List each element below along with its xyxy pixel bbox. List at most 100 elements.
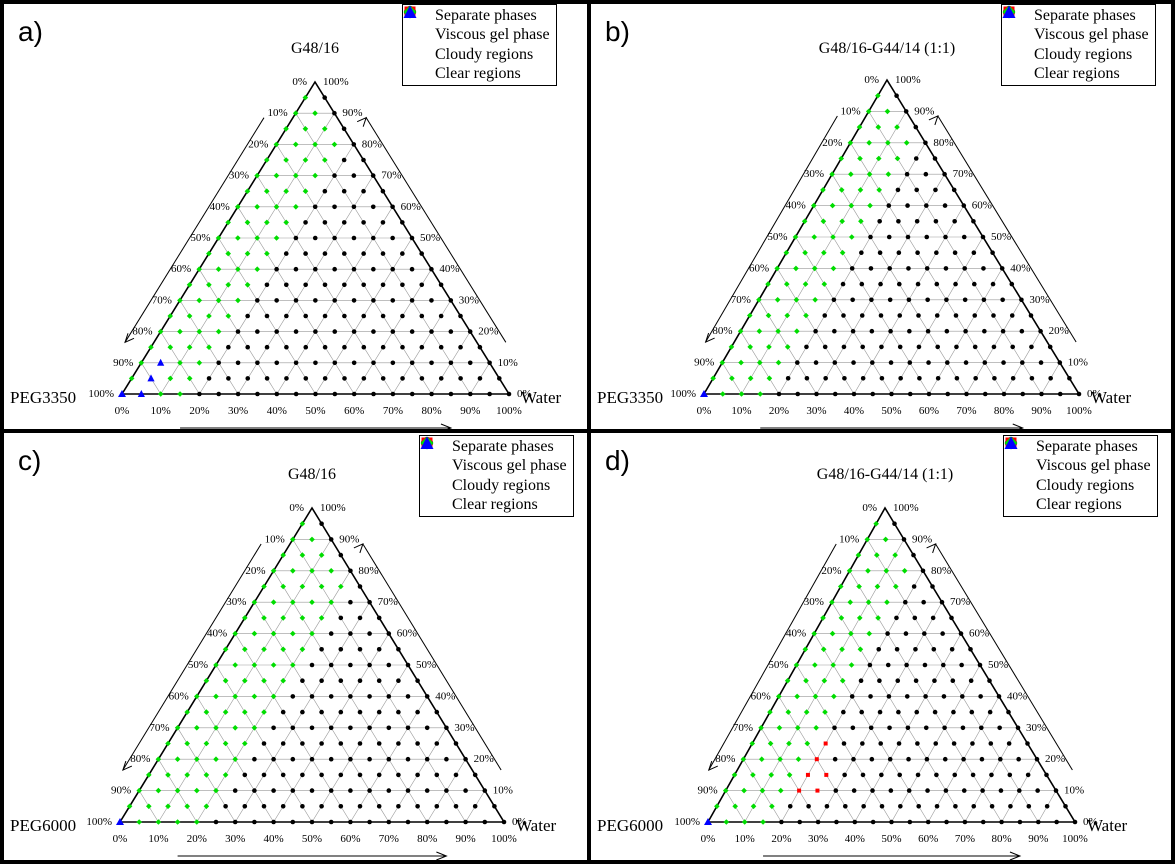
- point-separate: [438, 313, 444, 319]
- point-separate: [386, 662, 392, 668]
- point-separate: [367, 725, 372, 731]
- right-tick-label: 40%: [439, 263, 459, 275]
- panel-d: 0% 100% 0% 10% 90% 10% 20% 80% 20% 30% 70% 30% 40% 60…: [591, 433, 1171, 860]
- point-separate: [813, 360, 819, 365]
- point-separate: [823, 376, 828, 381]
- point-cloudy: [893, 583, 899, 590]
- point-separate: [885, 631, 890, 636]
- point-cloudy: [328, 599, 334, 605]
- point-cloudy: [157, 328, 164, 335]
- bottom-tick-label: 0%: [113, 833, 128, 845]
- point-separate: [322, 282, 328, 288]
- point-cloudy: [769, 803, 775, 810]
- right-arrow-head: [926, 543, 937, 554]
- corner-label-right: Water: [1087, 816, 1128, 835]
- point-separate: [1010, 376, 1016, 381]
- left-tick-label: 70%: [731, 294, 751, 306]
- point-cloudy: [194, 787, 200, 794]
- point-separate: [271, 756, 276, 762]
- left-tick-label: 100%: [670, 388, 696, 400]
- point-separate: [924, 234, 930, 240]
- right-tick-label: 60%: [401, 201, 421, 213]
- point-separate: [925, 788, 930, 793]
- point-separate: [1016, 756, 1021, 762]
- point-separate: [991, 344, 997, 350]
- grid-lines: [725, 539, 1057, 823]
- point-separate: [438, 282, 444, 288]
- point-cloudy: [873, 520, 879, 527]
- point-cloudy: [785, 709, 792, 715]
- point-separate: [429, 266, 434, 272]
- point-cloudy: [280, 646, 286, 653]
- point-separate: [293, 235, 299, 241]
- point-separate: [1038, 328, 1043, 334]
- point-cloudy: [777, 787, 784, 794]
- point-separate: [419, 251, 425, 256]
- point-separate: [804, 376, 810, 381]
- point-cloudy: [203, 740, 210, 747]
- point-cloudy: [864, 536, 871, 543]
- point-separate: [833, 788, 839, 793]
- point-cloudy: [768, 772, 775, 778]
- point-separate: [907, 819, 913, 825]
- point-separate: [961, 788, 967, 793]
- left-tick-label: 0%: [292, 76, 307, 88]
- point-separate: [1036, 819, 1041, 825]
- point-separate: [934, 313, 940, 318]
- point-separate: [376, 615, 382, 621]
- point-separate: [386, 694, 392, 699]
- point-cloudy: [167, 313, 174, 319]
- point-separate: [850, 328, 856, 334]
- left-tick-label: 90%: [694, 357, 714, 369]
- axis-arrows: [122, 543, 502, 860]
- point-separate: [341, 188, 347, 194]
- left-arrow: [708, 543, 837, 771]
- point-separate: [916, 344, 922, 350]
- point-separate: [923, 140, 928, 146]
- point-separate: [953, 804, 958, 809]
- point-separate: [1029, 376, 1035, 381]
- point-separate: [868, 266, 874, 271]
- point-separate: [924, 203, 929, 208]
- point-separate: [905, 203, 910, 208]
- point-separate: [367, 756, 372, 762]
- point-separate: [386, 631, 392, 636]
- point-separate: [982, 360, 988, 365]
- point-cloudy: [244, 282, 251, 288]
- point-separate: [487, 391, 492, 397]
- ternary-plot: 0% 100%0%10% 90%10%20% 80%20%30% 70%30%40% 60…: [86, 502, 527, 860]
- point-separate: [322, 251, 328, 256]
- point-separate: [438, 344, 444, 350]
- panel-b: 0% 100% 0% 10% 90% 10% 20% 80% 20% 30% 70% 30% 40% 60…: [591, 4, 1171, 429]
- point-separate: [371, 266, 376, 272]
- point-separate: [804, 344, 809, 350]
- point-cloudy: [719, 391, 726, 397]
- point-separate: [255, 391, 260, 397]
- point-cloudy: [290, 630, 296, 637]
- point-cloudy: [786, 772, 793, 778]
- point-separate: [896, 709, 901, 715]
- bottom-tick-label: 10%: [151, 405, 171, 417]
- point-separate: [328, 788, 334, 793]
- left-tick-label: 90%: [698, 785, 718, 797]
- point-cloudy: [146, 803, 152, 810]
- left-tick-label: 60%: [751, 690, 771, 702]
- point-cloudy: [865, 568, 871, 574]
- point-cloudy: [812, 662, 818, 668]
- point-separate: [252, 788, 257, 793]
- point-cloudy: [244, 188, 251, 194]
- point-separate: [453, 741, 459, 746]
- point-cloudy: [302, 188, 309, 194]
- legend-label: Separate phases: [452, 437, 554, 455]
- point-separate: [990, 281, 996, 287]
- point-separate: [1025, 741, 1030, 746]
- point-separate: [842, 376, 847, 381]
- left-arrow-head: [124, 333, 135, 344]
- point-separate: [953, 281, 958, 287]
- right-tick-label: 30%: [1029, 294, 1049, 306]
- point-separate: [887, 725, 892, 731]
- point-separate: [328, 725, 334, 731]
- point-separate: [914, 709, 920, 715]
- point-cloudy: [251, 630, 258, 637]
- left-tick-label: 40%: [786, 628, 806, 640]
